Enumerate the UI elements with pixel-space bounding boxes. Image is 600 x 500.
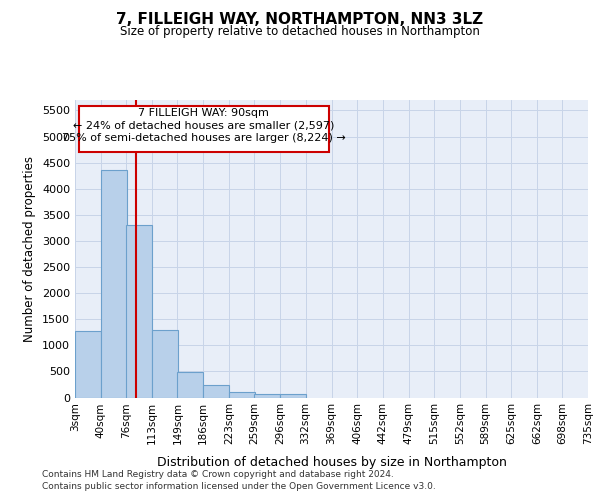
Bar [254,394,280,398]
Text: Contains HM Land Registry data © Crown copyright and database right 2024.: Contains HM Land Registry data © Crown c… [42,470,394,479]
X-axis label: Distribution of detached houses by size in Northampton: Distribution of detached houses by size … [157,456,506,468]
Text: 75% of semi-detached houses are larger (8,224) →: 75% of semi-detached houses are larger (… [62,134,346,143]
Text: ← 24% of detached houses are smaller (2,597): ← 24% of detached houses are smaller (2,… [73,121,334,131]
Text: 7 FILLEIGH WAY: 90sqm: 7 FILLEIGH WAY: 90sqm [138,108,269,118]
Text: Contains public sector information licensed under the Open Government Licence v3: Contains public sector information licen… [42,482,436,491]
Bar [152,330,178,398]
Text: Size of property relative to detached houses in Northampton: Size of property relative to detached ho… [120,25,480,38]
Bar [178,372,203,398]
Bar [75,330,101,398]
Bar [280,394,306,398]
Y-axis label: Number of detached properties: Number of detached properties [23,156,37,342]
FancyBboxPatch shape [79,106,329,152]
Text: 7, FILLEIGH WAY, NORTHAMPTON, NN3 3LZ: 7, FILLEIGH WAY, NORTHAMPTON, NN3 3LZ [116,12,484,28]
Bar [229,392,255,398]
Bar [203,385,229,398]
Bar [126,226,152,398]
Bar [101,170,127,398]
